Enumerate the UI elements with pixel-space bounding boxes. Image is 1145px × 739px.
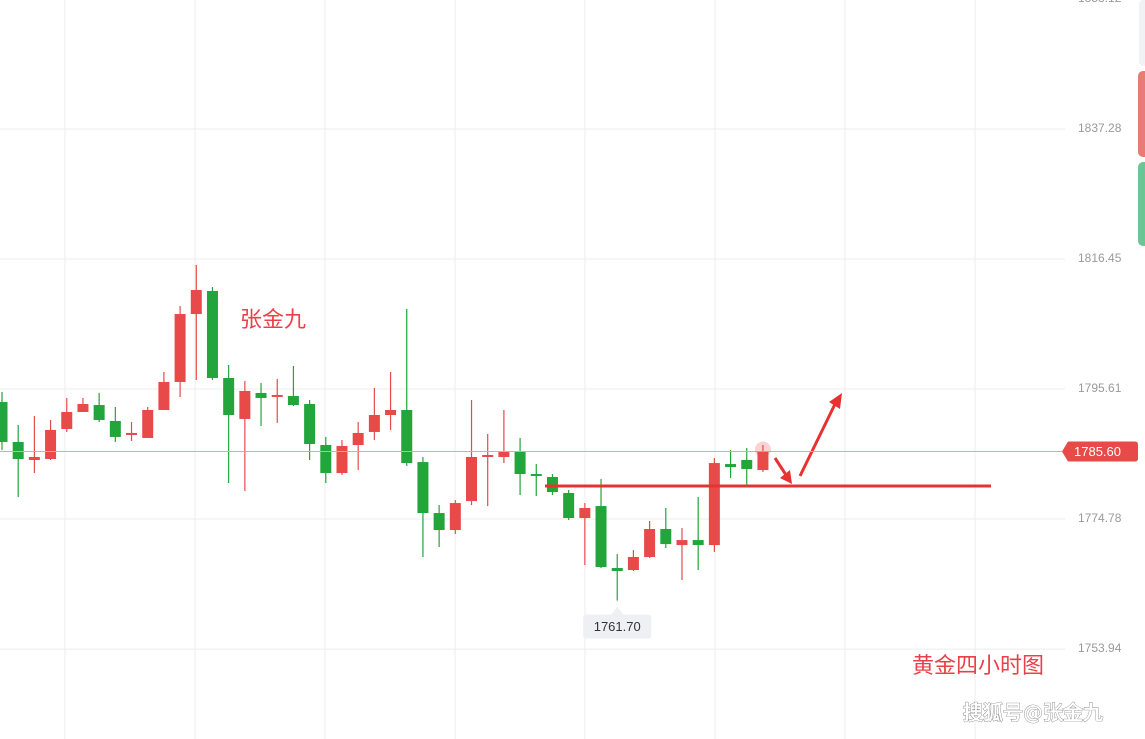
candle-body	[158, 381, 170, 411]
candle-body	[223, 377, 235, 415]
side-widget[interactable]	[1138, 162, 1145, 246]
candle-body	[206, 290, 218, 378]
candle-body	[255, 392, 267, 398]
candle-body	[239, 390, 251, 419]
candle-body	[126, 432, 138, 435]
low-marker-label: 1761.70	[594, 619, 641, 634]
candle-body	[530, 474, 542, 477]
candle-body	[0, 402, 8, 442]
candle-body	[93, 405, 105, 420]
candle-body	[142, 410, 154, 438]
annotation: 黄金四小时图	[912, 654, 1044, 679]
last-price-glow	[754, 441, 771, 458]
candle-body	[741, 459, 753, 470]
candle-body	[692, 540, 704, 546]
candle-body	[417, 462, 429, 514]
candle-body	[271, 394, 283, 397]
candle-body	[45, 429, 57, 459]
candle-body	[368, 414, 380, 432]
y-tick-label: 1816.45	[1078, 251, 1122, 265]
candle-body	[61, 411, 73, 429]
candle-body	[190, 289, 202, 315]
y-tick-label: 1795.61	[1078, 381, 1122, 395]
candle-body	[109, 420, 121, 437]
candle-body	[77, 404, 89, 412]
y-tick-label: 1774.78	[1078, 511, 1122, 525]
candle-body	[401, 410, 413, 464]
y-tick-label: 1858.12	[1078, 0, 1122, 5]
drawn-annotations	[545, 393, 991, 488]
candle-body	[12, 441, 24, 459]
candle-body	[579, 508, 591, 519]
candle-body	[757, 451, 769, 471]
grid	[0, 0, 1065, 739]
candle-body	[627, 557, 639, 571]
candle-body	[352, 432, 364, 446]
y-tick-label: 1837.28	[1078, 121, 1122, 135]
candle-body	[433, 513, 445, 531]
candle-body	[320, 445, 332, 474]
candle-body	[466, 456, 478, 502]
annotation: 张金九	[240, 308, 306, 333]
side-widget[interactable]	[1139, 0, 1145, 66]
last-price-label: 1785.60	[1074, 444, 1121, 459]
last-price-badge	[1062, 441, 1138, 462]
candle-body	[676, 540, 688, 546]
candle-body	[482, 454, 494, 457]
candle-body	[644, 529, 656, 558]
candles	[0, 264, 769, 601]
candle-body	[449, 503, 461, 531]
watermark: 搜狐号@张金九	[963, 701, 1103, 725]
candle-body	[708, 463, 720, 546]
candle-body	[514, 451, 526, 475]
candle-body	[304, 404, 316, 445]
candle-body	[725, 464, 737, 468]
candle-body	[28, 456, 40, 460]
arrow-up	[798, 401, 838, 477]
candle-body	[595, 506, 607, 568]
candle-body	[611, 568, 623, 572]
arrow-head	[829, 393, 842, 409]
candle-body	[660, 529, 672, 545]
low-marker-box	[583, 606, 652, 639]
candle-body	[385, 410, 397, 415]
candle-body	[498, 451, 510, 457]
candle-body	[563, 492, 575, 519]
side-widget[interactable]	[1138, 71, 1145, 157]
candle-body	[336, 446, 348, 474]
y-tick-label: 1753.94	[1078, 641, 1122, 655]
candle-body	[287, 396, 299, 406]
candle-body	[174, 314, 186, 382]
arrow-head	[780, 470, 792, 484]
